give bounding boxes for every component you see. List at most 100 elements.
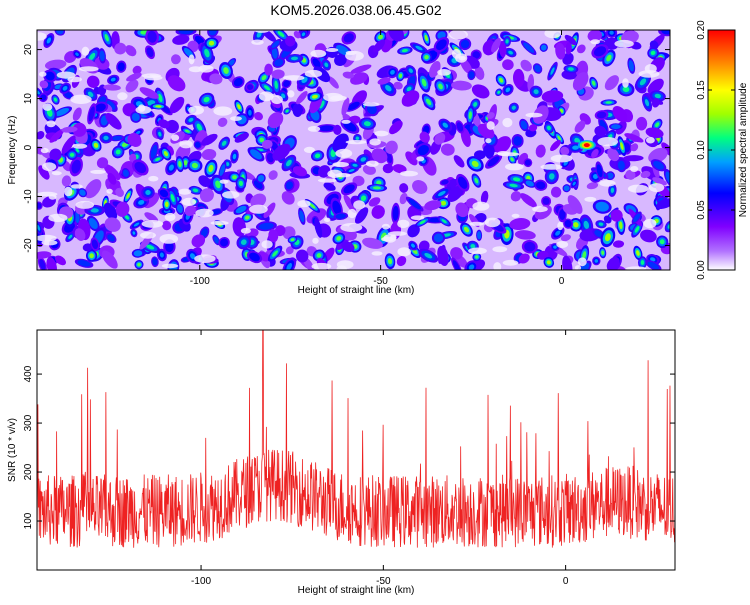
heatmap-blob (191, 162, 198, 169)
heatmap-blob (583, 220, 590, 230)
heatmap-blob (437, 190, 446, 197)
heatmap-blob (665, 171, 670, 185)
heatmap-valley (81, 46, 90, 56)
heatmap-blob (249, 252, 260, 262)
heatmap-blob (152, 257, 158, 266)
heatmap-blob (560, 146, 570, 156)
heatmap-blob (360, 195, 367, 202)
heatmap-valley (597, 137, 618, 147)
heatmap-blob (456, 122, 464, 132)
heatmap-blob (192, 188, 199, 193)
heatmap-valley (397, 247, 412, 257)
heatmap-blob (134, 161, 147, 174)
heatmap-valley (332, 161, 350, 168)
heatmap-blob (342, 71, 355, 79)
line-y-tick-label: 100 (23, 512, 34, 529)
heatmap-valley (584, 196, 597, 202)
heatmap-blob (508, 50, 513, 55)
heatmap-valley (390, 234, 397, 240)
heatmap-valley (258, 91, 274, 102)
heatmap-valley (341, 119, 351, 124)
heatmap-blob (505, 39, 509, 44)
heatmap-blob (266, 152, 274, 163)
heatmap-valley (182, 197, 196, 206)
heatmap-valley (345, 140, 367, 145)
heatmap-blob (159, 252, 164, 258)
heatmap-blob (208, 30, 217, 36)
heatmap-blob (392, 205, 399, 221)
heatmap-blob (474, 177, 479, 184)
heatmap-blob (624, 133, 644, 143)
heatmap-valley (304, 69, 323, 78)
heatmap-y-axis-label: Frequency (Hz) (7, 116, 18, 185)
heatmap-valley (307, 125, 321, 132)
heatmap-blob (311, 94, 318, 99)
heatmap-blob (155, 105, 162, 108)
heatmap-blob (417, 145, 429, 156)
heatmap-blob (61, 135, 76, 154)
heatmap-valley (63, 186, 73, 197)
heatmap-blob (601, 250, 605, 255)
heatmap-blob (572, 72, 589, 91)
heatmap-blob (368, 197, 381, 207)
heatmap-blob (512, 68, 525, 88)
heatmap-blob (408, 198, 421, 210)
colorbar-tick-label: 0.20 (696, 20, 707, 40)
heatmap-blob (649, 40, 659, 50)
heatmap-valley (353, 200, 365, 210)
heatmap-valley (161, 263, 179, 269)
heatmap-blob (524, 241, 536, 252)
heatmap-blob (324, 62, 329, 68)
heatmap-valley (371, 251, 383, 256)
heatmap-blob (327, 76, 339, 89)
heatmap-blob (542, 197, 550, 205)
colorbar-tick-label: 0.15 (696, 80, 707, 100)
heatmap-valley (625, 266, 647, 270)
heatmap-valley (38, 71, 47, 77)
heatmap-valley (458, 55, 466, 61)
heatmap-blob (271, 69, 285, 79)
heatmap-blob (170, 54, 181, 65)
heatmap-blob (62, 86, 68, 91)
heatmap-valley (648, 183, 665, 193)
heatmap-blob (292, 166, 307, 177)
heatmap-blob (77, 260, 91, 267)
heatmap-blob (110, 77, 116, 82)
heatmap-blob (93, 142, 99, 148)
heatmap-blob (604, 75, 619, 91)
heatmap-valley (374, 130, 389, 137)
heatmap-blob (285, 181, 293, 190)
heatmap-valley (261, 240, 273, 249)
heatmap-blob (533, 89, 539, 95)
heatmap-blob (354, 207, 369, 224)
heatmap-blob (158, 131, 162, 137)
heatmap-valley (188, 66, 203, 73)
heatmap-blob (401, 90, 420, 107)
heatmap-blob (254, 112, 263, 121)
heatmap-blob (104, 217, 121, 232)
heatmap-valley (222, 191, 240, 199)
heatmap-valley (171, 134, 180, 141)
heatmap-blob (105, 100, 116, 110)
heatmap-blob (61, 175, 72, 187)
heatmap-blob (248, 109, 252, 116)
heatmap-valley (485, 138, 492, 144)
heatmap-valley (210, 220, 229, 226)
heatmap-valley (335, 148, 353, 158)
heatmap-blob (562, 255, 573, 270)
heatmap-blob (281, 191, 295, 205)
heatmap-blob (636, 250, 640, 256)
heatmap-blob (635, 116, 648, 131)
heatmap-blob (598, 222, 604, 226)
heatmap-valley (472, 201, 490, 211)
heatmap-valley (497, 151, 510, 156)
heatmap-blob (480, 190, 489, 205)
heatmap-blob (336, 236, 342, 241)
heatmap-blob (223, 67, 229, 74)
heatmap-blob (438, 83, 443, 90)
heatmap-blob (512, 177, 521, 182)
heatmap-blob (473, 101, 478, 107)
heatmap-valley (141, 220, 164, 228)
heatmap-valley (540, 164, 563, 170)
